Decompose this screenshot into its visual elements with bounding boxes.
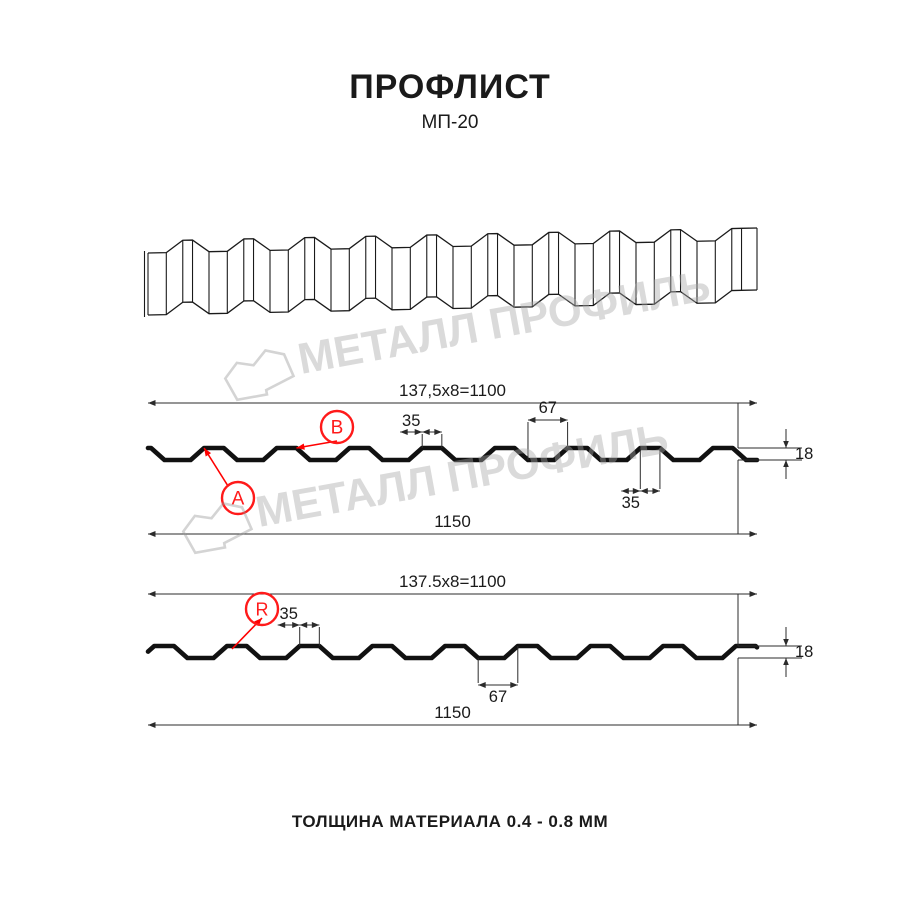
svg-text:67: 67 (489, 688, 507, 706)
svg-text:B: B (331, 418, 344, 439)
svg-text:35: 35 (402, 412, 420, 430)
svg-text:18: 18 (795, 445, 813, 463)
svg-text:67: 67 (539, 399, 557, 417)
svg-text:137,5x8=1100: 137,5x8=1100 (399, 381, 506, 400)
svg-text:35: 35 (622, 494, 640, 512)
svg-text:18: 18 (795, 643, 813, 661)
svg-text:137.5x8=1100: 137.5x8=1100 (399, 572, 506, 591)
svg-text:R: R (256, 600, 269, 620)
svg-text:1150: 1150 (434, 703, 471, 722)
svg-text:1150: 1150 (434, 512, 471, 531)
svg-text:35: 35 (280, 605, 298, 623)
svg-text:МЕТАЛЛ ПРОФИЛЬ: МЕТАЛЛ ПРОФИЛЬ (294, 262, 714, 384)
